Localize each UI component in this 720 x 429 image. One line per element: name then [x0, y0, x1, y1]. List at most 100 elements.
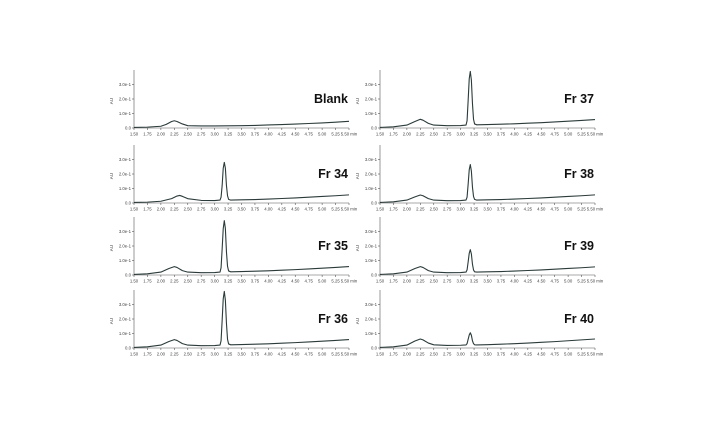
- chromatogram-trace: [133, 120, 350, 128]
- y-tick-label: 3.0e-1: [365, 229, 378, 234]
- x-tick-label: 3.00: [456, 207, 465, 212]
- y-axis-label: AU: [109, 245, 114, 251]
- x-tick-label: 5.25: [331, 279, 340, 284]
- x-tick-label: 1.50: [130, 207, 139, 212]
- x-tick-label: 5.50 min: [587, 132, 604, 137]
- x-tick-label: 4.00: [510, 352, 519, 357]
- chromatogram-panel: 1.50 1.75 2.00 2.25 2.50 2.75 3.00 3.25 3.50 3.75…: [355, 290, 604, 357]
- x-tick-label: 2.75: [443, 279, 452, 284]
- chromatogram-panel: 1.50 1.75 2.00 2.25 2.50 2.75 3.00 3.25 3.50 3.75…: [109, 217, 358, 284]
- x-tick-label: 3.50: [483, 279, 492, 284]
- y-tick-label: 2.0e-1: [365, 172, 378, 177]
- x-tick-label: 4.75: [551, 207, 560, 212]
- y-axis-label: AU: [109, 318, 114, 324]
- x-tick-label: 2.00: [403, 279, 412, 284]
- x-tick-label: 4.25: [524, 207, 533, 212]
- x-tick-label: 2.25: [170, 352, 179, 357]
- x-tick-label: 4.25: [278, 279, 287, 284]
- x-tick-label: 1.50: [130, 132, 139, 137]
- x-tick-label: 3.00: [210, 132, 219, 137]
- x-tick-label: 4.25: [524, 352, 533, 357]
- y-axis-label: AU: [355, 173, 360, 179]
- chromatogram-panel: 1.50 1.75 2.00 2.25 2.50 2.75 3.00 3.25 3.50 3.75…: [355, 145, 604, 212]
- x-tick-label: 1.50: [376, 352, 385, 357]
- x-tick-label: 5.50 min: [341, 207, 358, 212]
- y-tick-label: 3.0e-1: [119, 157, 132, 162]
- x-tick-label: 2.00: [157, 279, 166, 284]
- y-tick-label: 2.0e-1: [119, 172, 132, 177]
- x-tick-label: 5.50 min: [341, 132, 358, 137]
- x-tick-label: 3.25: [470, 132, 479, 137]
- y-tick-label: 2.0e-1: [365, 97, 378, 102]
- x-tick-label: 5.50 min: [341, 279, 358, 284]
- panel-title: Fr 38: [564, 167, 594, 181]
- chromatogram-trace: [379, 332, 596, 348]
- x-tick-label: 3.50: [483, 352, 492, 357]
- x-tick-label: 2.50: [430, 352, 439, 357]
- x-tick-label: 4.00: [264, 132, 273, 137]
- x-tick-label: 2.75: [197, 352, 206, 357]
- x-tick-label: 3.25: [224, 207, 233, 212]
- panel-title: Fr 34: [318, 167, 348, 181]
- x-tick-label: 4.75: [551, 132, 560, 137]
- x-tick-label: 5.25: [331, 352, 340, 357]
- x-tick-label: 3.75: [251, 207, 260, 212]
- x-tick-label: 1.75: [389, 132, 398, 137]
- panel-title: Blank: [314, 92, 348, 106]
- x-tick-label: 5.00: [564, 352, 573, 357]
- y-axis-label: AU: [355, 245, 360, 251]
- x-tick-label: 2.50: [430, 207, 439, 212]
- x-tick-label: 5.25: [331, 132, 340, 137]
- chromatogram-trace: [133, 290, 350, 348]
- y-tick-label: 1.0e-1: [365, 258, 378, 263]
- x-tick-label: 3.75: [251, 352, 260, 357]
- x-tick-label: 5.00: [564, 132, 573, 137]
- x-tick-label: 3.25: [470, 352, 479, 357]
- x-tick-label: 5.25: [577, 207, 586, 212]
- x-tick-label: 4.00: [510, 207, 519, 212]
- x-tick-label: 3.50: [237, 279, 246, 284]
- y-tick-label: 0.0: [125, 273, 132, 278]
- x-tick-label: 2.75: [443, 352, 452, 357]
- x-tick-label: 1.50: [376, 279, 385, 284]
- x-tick-label: 3.75: [497, 279, 506, 284]
- chromatogram-panel: 1.50 1.75 2.00 2.25 2.50 2.75 3.00 3.25 3.50 3.75…: [109, 290, 358, 357]
- x-tick-label: 5.25: [577, 352, 586, 357]
- x-tick-label: 2.25: [416, 207, 425, 212]
- x-tick-label: 5.50 min: [587, 279, 604, 284]
- y-tick-label: 3.0e-1: [365, 82, 378, 87]
- x-tick-label: 1.75: [143, 352, 152, 357]
- x-tick-label: 3.00: [210, 279, 219, 284]
- x-tick-label: 2.50: [430, 279, 439, 284]
- x-tick-label: 2.00: [157, 132, 166, 137]
- x-tick-label: 3.25: [224, 132, 233, 137]
- x-tick-label: 3.00: [456, 132, 465, 137]
- panel-title: Fr 36: [318, 312, 348, 326]
- x-tick-label: 1.50: [130, 352, 139, 357]
- chromatogram-trace: [379, 249, 596, 275]
- x-tick-label: 4.75: [305, 207, 314, 212]
- x-tick-label: 1.50: [376, 207, 385, 212]
- x-tick-label: 2.25: [170, 279, 179, 284]
- x-tick-label: 1.75: [389, 279, 398, 284]
- x-tick-label: 3.75: [497, 352, 506, 357]
- x-tick-label: 5.00: [564, 207, 573, 212]
- x-tick-label: 3.75: [251, 132, 260, 137]
- chromatogram-panel: 1.50 1.75 2.00 2.25 2.50 2.75 3.00 3.25 3.50 3.75…: [109, 145, 358, 212]
- x-tick-label: 2.75: [197, 207, 206, 212]
- x-tick-label: 4.25: [278, 132, 287, 137]
- panel-title: Fr 40: [564, 312, 594, 326]
- y-tick-label: 1.0e-1: [119, 111, 132, 116]
- x-tick-label: 1.75: [143, 132, 152, 137]
- chromatogram-panel: 1.50 1.75 2.00 2.25 2.50 2.75 3.00 3.25 3.50 3.75…: [355, 217, 604, 284]
- x-tick-label: 4.00: [510, 279, 519, 284]
- chromatogram-panel: 1.50 1.75 2.00 2.25 2.50 2.75 3.00 3.25 3.50 3.75…: [355, 70, 604, 137]
- x-tick-label: 2.50: [430, 132, 439, 137]
- x-tick-label: 4.50: [291, 132, 300, 137]
- x-tick-label: 4.50: [291, 352, 300, 357]
- y-tick-label: 0.0: [371, 126, 378, 131]
- x-tick-label: 3.75: [497, 207, 506, 212]
- x-tick-label: 3.00: [210, 352, 219, 357]
- y-tick-label: 0.0: [125, 201, 132, 206]
- x-tick-label: 4.25: [278, 352, 287, 357]
